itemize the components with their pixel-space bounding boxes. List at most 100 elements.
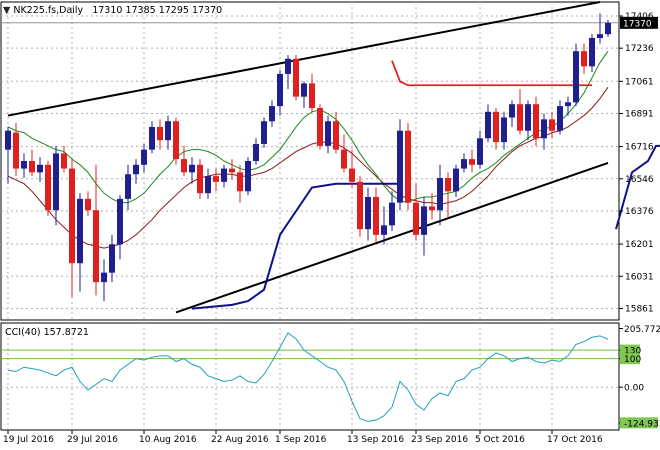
candle-up bbox=[21, 161, 27, 169]
symbol-header: ▼ NK225.fs,Daily 17310 17385 17295 17370 bbox=[3, 5, 222, 16]
candle-down bbox=[85, 198, 91, 211]
candle-down bbox=[309, 83, 315, 108]
time-tick-label: 5 Oct 2016 bbox=[475, 435, 525, 445]
blue-stop-line-2 bbox=[615, 144, 660, 230]
candle-down bbox=[445, 178, 451, 192]
candle-up bbox=[557, 106, 563, 131]
candle-down bbox=[581, 51, 587, 67]
candle-up bbox=[589, 37, 595, 67]
candle-up bbox=[125, 174, 131, 199]
candle-up bbox=[485, 111, 491, 139]
cci-series bbox=[7, 332, 609, 422]
blue-stop-line bbox=[191, 182, 400, 310]
candle-up bbox=[501, 117, 507, 143]
price-tick-label: 15861 bbox=[625, 304, 654, 314]
candle-up bbox=[77, 198, 83, 264]
time-axis: 19 Jul 2016 29 Jul 2016 10 Aug 2016 22 Aug … bbox=[3, 430, 603, 445]
candle-up bbox=[365, 196, 371, 230]
candle-up bbox=[269, 106, 275, 122]
price-tick-label: 17061 bbox=[625, 77, 654, 87]
candle-up bbox=[573, 51, 579, 103]
candle-down bbox=[413, 202, 419, 235]
time-tick-label: 29 Jul 2016 bbox=[67, 435, 118, 445]
candle-up bbox=[389, 202, 395, 226]
ma-short-line bbox=[7, 50, 609, 204]
price-tick-label: 16716 bbox=[625, 143, 654, 153]
cci-tick-label: 205.7728 bbox=[624, 325, 660, 335]
candle-up bbox=[453, 168, 459, 192]
candle-up bbox=[133, 164, 139, 175]
time-tick-label: 1 Sep 2016 bbox=[275, 435, 327, 445]
cci-plot-area bbox=[0, 322, 620, 431]
candle-down bbox=[517, 104, 523, 131]
symbol-label: NK225.fs,Daily bbox=[13, 5, 83, 16]
time-tick-label: 22 Aug 2016 bbox=[211, 435, 269, 445]
price-tick-label: 16031 bbox=[625, 272, 654, 282]
candle-down bbox=[341, 149, 347, 169]
candle-up bbox=[525, 104, 531, 131]
candle-up bbox=[261, 121, 267, 144]
upper-trendline bbox=[7, 1, 601, 117]
price-tick-label: 16546 bbox=[625, 175, 654, 185]
candle-up bbox=[277, 73, 283, 107]
candle-up bbox=[461, 159, 467, 169]
candle-down bbox=[549, 119, 555, 131]
cci-tick-label: 100 bbox=[624, 355, 641, 365]
lower-trendline bbox=[175, 161, 609, 314]
candle-up bbox=[565, 102, 571, 107]
time-tick-label: 19 Jul 2016 bbox=[3, 435, 54, 445]
candle-down bbox=[157, 126, 163, 141]
candle-down bbox=[173, 121, 179, 160]
current-price-box bbox=[620, 16, 658, 29]
candle-up bbox=[109, 244, 115, 273]
candle-down bbox=[61, 153, 67, 169]
candle-up bbox=[397, 130, 403, 203]
price-axis: 1740617236170611689116716165461637616201… bbox=[619, 12, 658, 314]
candle-down bbox=[349, 168, 355, 182]
candle-down bbox=[293, 58, 299, 97]
candle-up bbox=[605, 22, 611, 35]
candle-up bbox=[53, 153, 59, 211]
candle-down bbox=[29, 161, 35, 173]
candle-down bbox=[493, 111, 499, 143]
candle-down bbox=[229, 168, 235, 173]
cci-tick-label: 0.00 bbox=[624, 384, 644, 394]
candle-down bbox=[373, 196, 379, 235]
candle-up bbox=[165, 121, 171, 141]
candle-up bbox=[597, 34, 603, 38]
cci-line bbox=[7, 332, 609, 422]
candle-up bbox=[189, 164, 195, 173]
candle-down bbox=[197, 164, 203, 194]
price-tick-label: 16201 bbox=[625, 240, 654, 250]
candles bbox=[5, 13, 611, 302]
price-grid bbox=[1, 2, 619, 320]
price-tick-label: 16891 bbox=[625, 109, 654, 119]
ma-long-line bbox=[7, 86, 609, 249]
cci-tick-label: -124.933 bbox=[624, 419, 660, 429]
candle-down bbox=[69, 168, 75, 264]
candle-down bbox=[317, 108, 323, 146]
candle-up bbox=[101, 272, 107, 283]
candle-up bbox=[541, 119, 547, 139]
candle-up bbox=[149, 126, 155, 150]
time-tick-label: 17 Oct 2016 bbox=[547, 435, 603, 445]
price-tick-label: 17236 bbox=[625, 44, 654, 54]
candle-down bbox=[93, 210, 99, 283]
candle-up bbox=[301, 83, 307, 97]
candle-down bbox=[181, 159, 187, 173]
price-panel: 1740617236170611689116716165461637616201… bbox=[0, 1, 660, 321]
candle-down bbox=[45, 164, 51, 211]
price-tick-label: 16376 bbox=[625, 207, 654, 217]
cci-label: CCI(40) 157.8721 bbox=[5, 327, 89, 338]
candle-up bbox=[221, 168, 227, 182]
candle-down bbox=[13, 132, 19, 169]
candle-down bbox=[469, 159, 475, 165]
cci-grid bbox=[1, 323, 619, 430]
header-arrow-icon: ▼ bbox=[3, 5, 11, 16]
price-series bbox=[7, 1, 660, 314]
cci-min-box bbox=[620, 417, 658, 429]
candle-up bbox=[325, 121, 331, 146]
